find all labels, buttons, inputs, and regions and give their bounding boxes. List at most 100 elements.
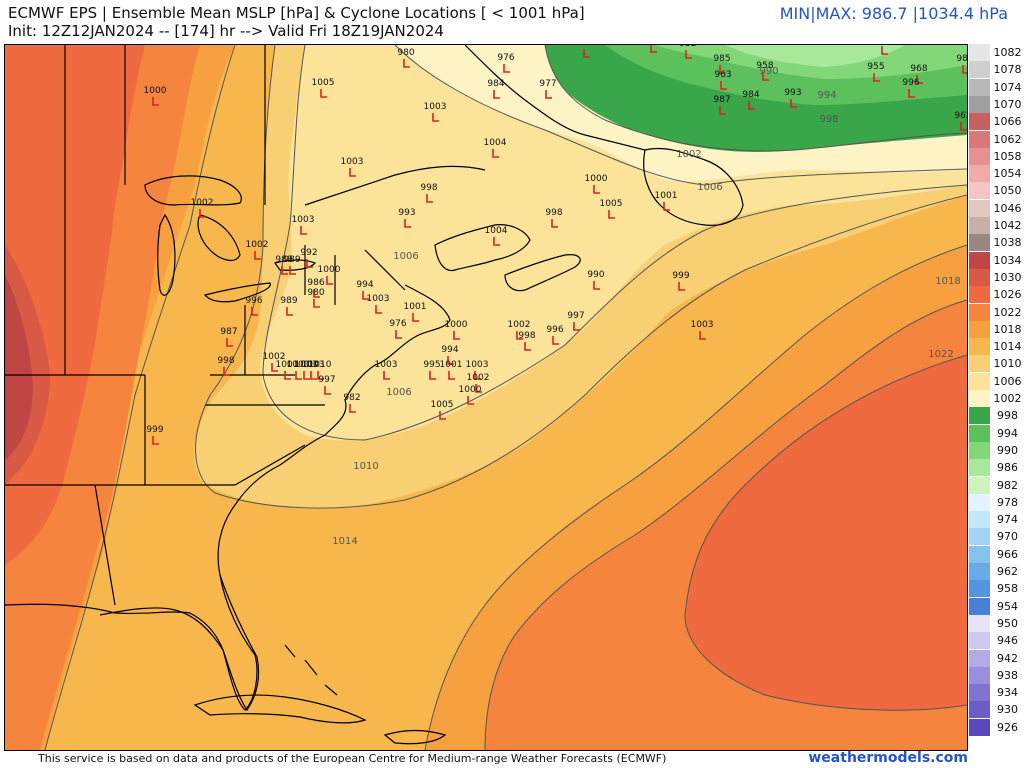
cyclone-pressure-label: 1000 (144, 86, 167, 96)
low-pressure-marker (439, 411, 446, 420)
cyclone-marker: 1005 (600, 199, 623, 219)
cyclone-pressure-label: 999 (146, 425, 163, 435)
low-pressure-marker (873, 73, 880, 82)
cyclone-marker: 1004 (485, 226, 508, 246)
cyclone-marker: 998 (545, 208, 563, 228)
cyclone-marker: 963 (714, 70, 732, 90)
cyclone-marker: 1003 (691, 320, 713, 340)
cyclone-pressure-label: 1005 (600, 199, 623, 209)
colorbar-label: 1014 (993, 340, 1022, 354)
colorbar-swatch (969, 78, 990, 96)
isobar-label: 1018 (935, 276, 960, 287)
cyclone-marker: 1001 (440, 360, 462, 380)
maritimes-outline (434, 224, 531, 272)
cyclone-marker: 1002 (263, 352, 285, 372)
isobar-label: 1006 (393, 251, 418, 262)
colorbar-label: 1082 (993, 46, 1022, 59)
cyclone-marker: 1003 (341, 157, 364, 177)
low-pressure-marker (426, 194, 433, 203)
colorbar-step: 954 (969, 597, 1024, 615)
cyclone-pressure-label: 1001 (655, 191, 678, 201)
cyclone-marker: 990 (577, 45, 595, 58)
colorbar-label: 1038 (993, 236, 1022, 250)
colorbar-step: 1018 (969, 320, 1024, 338)
cyclone-pressure-label: 1004 (485, 226, 508, 236)
lake-erie (203, 282, 271, 303)
colorbar-swatch (969, 303, 990, 321)
isobar-line (394, 45, 967, 186)
pressure-fill-bands (5, 45, 967, 750)
colorbar-step: 938 (969, 666, 1024, 684)
colorbar-label: 1078 (993, 63, 1022, 77)
low-pressure-marker (593, 281, 600, 290)
colorbar-step: 974 (969, 511, 1024, 529)
cyclone-pressure-label: 1003 (375, 360, 398, 370)
map-title: ECMWF EPS | Ensemble Mean MSLP [hPa] & C… (8, 4, 585, 22)
cyclone-pressure-label: 1003 (341, 157, 364, 167)
cyclone-marker: 1010 (309, 360, 332, 380)
isobar-label: 990 (759, 66, 778, 77)
low-pressure-marker (254, 251, 261, 260)
low-pressure-marker (284, 371, 291, 380)
low-pressure-marker (552, 336, 559, 345)
cyclone-pressure-label: 963 (714, 70, 731, 80)
colorbar-label: 1046 (993, 201, 1022, 215)
colorbar-step: 1062 (969, 130, 1024, 148)
cyclone-pressure-label: 987 (713, 95, 730, 105)
nova-scotia-outline (504, 254, 581, 292)
isobar-line (544, 45, 967, 152)
colorbar-step: 950 (969, 614, 1024, 632)
cyclone-pressure-label: 986 (307, 278, 324, 288)
cyclone-marker: 987 (220, 327, 238, 347)
isobar-label: 994 (817, 90, 836, 101)
cyclone-marker: 985 (713, 54, 731, 74)
low-pressure-marker (448, 371, 455, 380)
cyclone-pressure-label: 996 (546, 325, 563, 335)
cyclone-marker: 1000 (459, 385, 482, 405)
low-pressure-marker (719, 106, 726, 115)
st-lawrence (304, 165, 486, 206)
cyclone-marker: 993 (398, 208, 416, 228)
isobar-label: 998 (819, 114, 838, 125)
low-pressure-marker (429, 371, 436, 380)
cyclone-marker: 958 (756, 61, 774, 81)
cyclone-pressure-label: 955 (867, 62, 884, 72)
cyclone-pressure-label: 988 (275, 255, 292, 265)
cyclone-pressure-label: 977 (539, 79, 556, 89)
cyclone-marker: 989 (283, 255, 301, 275)
cyclone-pressure-label: 992 (300, 248, 317, 258)
low-pressure-marker (908, 89, 915, 98)
low-pressure-marker (916, 75, 923, 84)
brand-link[interactable]: weathermodels.com (808, 750, 968, 766)
cyclone-pressure-label: 995 (423, 360, 440, 370)
colorbar-step: 978 (969, 493, 1024, 511)
colorbar-label: 974 (997, 513, 1018, 527)
cyclone-pressure-label: 962 (954, 111, 967, 121)
colorbar-step: 942 (969, 649, 1024, 667)
low-pressure-marker (432, 113, 439, 122)
cyclone-pressure-label: 976 (389, 319, 406, 329)
isobar-label: 1002 (676, 149, 701, 160)
colorbar-label: 1006 (993, 374, 1022, 388)
cyclone-marker: 997 (318, 375, 336, 395)
low-pressure-marker (881, 46, 888, 55)
cyclone-pressure-label: 1003 (367, 294, 390, 304)
low-pressure-marker (467, 396, 474, 405)
cyclone-marker: 1002 (467, 373, 489, 393)
colorbar-step: 930 (969, 701, 1024, 719)
colorbar-step: 1042 (969, 217, 1024, 234)
cyclone-marker: 996 (245, 296, 263, 316)
low-pressure-marker (524, 342, 531, 351)
colorbar-step: 970 (969, 528, 1024, 546)
cyclone-marker: 996 (546, 325, 564, 345)
cyclone-pressure-label: 980 (307, 288, 324, 298)
band-982-986 (725, 45, 905, 67)
low-pressure-marker (223, 367, 230, 376)
isobar-lines (44, 45, 967, 750)
data-credit: This service is based on data and produc… (38, 752, 667, 765)
cyclone-pressure-label: 998 (518, 331, 535, 341)
cyclone-marker: 989 (280, 296, 298, 316)
cyclone-pressure-label: 984 (742, 90, 759, 100)
cyclone-marker: 984 (742, 90, 760, 110)
cyclone-marker: 1003 (292, 215, 314, 235)
